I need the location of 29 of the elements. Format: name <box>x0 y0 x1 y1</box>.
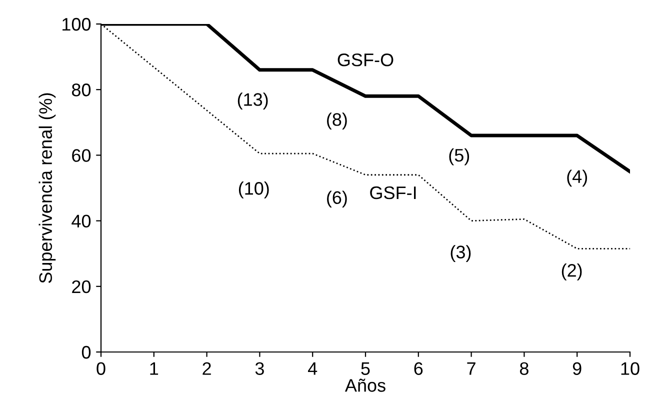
x-tick-label: 8 <box>520 362 528 375</box>
annotation: (13) <box>238 92 268 110</box>
annotation: (4) <box>567 170 588 187</box>
y-axis-title: Supervivencia renal (%) <box>38 93 56 284</box>
annotation: (8) <box>327 112 347 130</box>
x-tick-label: 7 <box>467 362 476 375</box>
y-tick-label: 20 <box>72 280 91 294</box>
x-tick-label: 5 <box>361 362 370 375</box>
y-tick-label: 0 <box>82 346 91 359</box>
y-tick-label: 80 <box>72 84 91 96</box>
x-tick-label: 9 <box>572 362 582 375</box>
x-tick-label: 0 <box>96 362 106 375</box>
x-tick-label: 1 <box>150 362 158 375</box>
annotation: (6) <box>327 190 347 208</box>
annotation: (10) <box>238 182 269 198</box>
annotation: (3) <box>450 245 471 262</box>
y-tick-label: 60 <box>72 149 91 162</box>
x-tick-label: 4 <box>308 362 318 375</box>
y-tick-label: 100 <box>62 18 91 31</box>
x-axis-title: Años <box>344 378 386 392</box>
x-tick-label: 6 <box>414 362 423 375</box>
x-tick-label: 3 <box>255 362 264 375</box>
series-label: GSF-O <box>338 54 394 66</box>
annotation: (2) <box>562 264 582 280</box>
series-label: GSF-I <box>370 186 416 200</box>
y-tick-label: 40 <box>72 214 91 228</box>
annotation: (5) <box>449 148 470 166</box>
x-tick-label: 2 <box>202 362 211 375</box>
x-tick-label: 10 <box>621 362 640 375</box>
